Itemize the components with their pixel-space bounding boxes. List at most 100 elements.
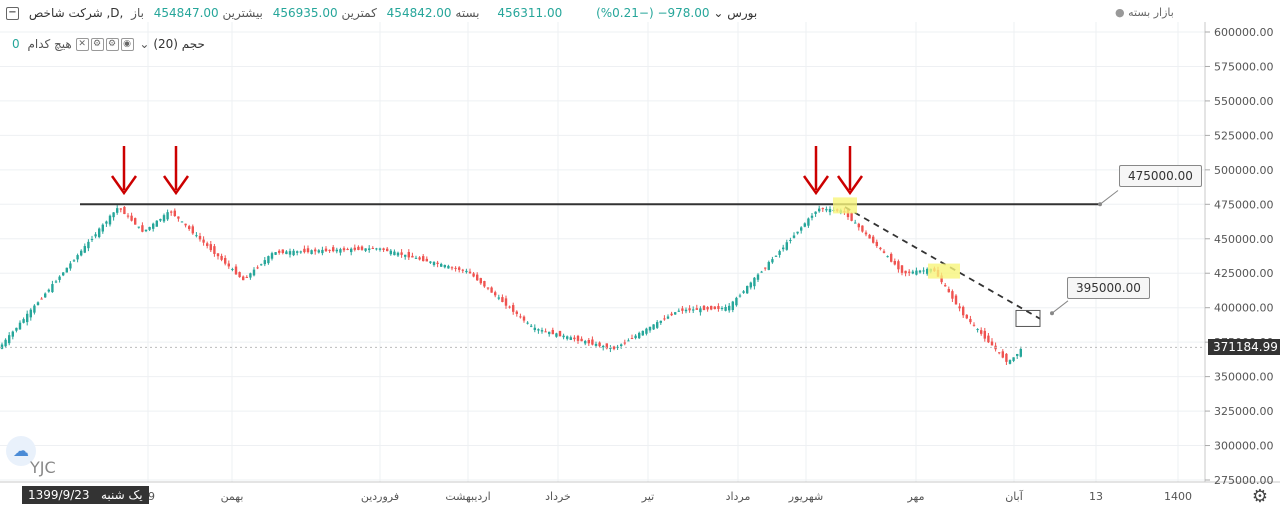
candle <box>468 271 472 274</box>
volume-label[interactable]: حجم (20) <box>153 37 205 51</box>
candle <box>969 318 972 323</box>
candle <box>789 239 792 241</box>
candle <box>180 221 184 223</box>
gear-icon[interactable]: ⚙ <box>105 38 119 51</box>
candle <box>951 291 954 299</box>
time-tick-label: مرداد <box>726 490 751 503</box>
price-axis[interactable]: 600000.00 575000.00 550000.00 525000.00 5000… <box>1205 26 1274 487</box>
day-value: یک شنبه <box>100 488 143 502</box>
candle <box>429 261 432 263</box>
close-value: 456311.00 <box>497 6 563 20</box>
candle <box>990 341 994 346</box>
candle <box>515 311 518 314</box>
candle <box>756 274 760 280</box>
candle <box>159 218 162 221</box>
candle <box>440 263 443 267</box>
candle <box>551 329 554 335</box>
candle <box>940 275 943 283</box>
candle <box>731 301 734 311</box>
settings-icon[interactable]: ⚙ <box>90 38 104 51</box>
candle <box>123 206 126 215</box>
candle <box>22 319 25 323</box>
candle <box>382 248 385 250</box>
candle <box>508 306 511 308</box>
time-tick-label: 1400 <box>1164 490 1192 503</box>
candle <box>760 271 763 273</box>
candle <box>803 223 806 227</box>
candle <box>220 255 223 260</box>
candle <box>634 335 637 339</box>
candle <box>368 248 371 250</box>
low-label: کمترین <box>341 6 377 20</box>
candle <box>119 208 122 210</box>
candle <box>11 331 14 337</box>
candle <box>497 297 500 299</box>
time-tick-label: شهریور <box>788 490 823 503</box>
candle <box>328 249 331 251</box>
candle <box>692 309 695 311</box>
candle <box>573 337 576 340</box>
candle <box>483 281 486 287</box>
candle <box>699 308 702 313</box>
candle <box>620 344 623 347</box>
candle <box>188 226 191 230</box>
candle <box>36 302 40 306</box>
cloud-icon: ☁ <box>6 436 36 466</box>
candle <box>598 342 601 347</box>
candle <box>688 308 691 311</box>
candle <box>612 346 616 350</box>
candle <box>882 251 886 253</box>
candle <box>256 267 259 269</box>
candle <box>677 310 680 312</box>
resistance-label[interactable]: 475000.00 <box>1119 165 1202 187</box>
gear-icon[interactable]: ⚙ <box>1251 486 1268 507</box>
candle <box>173 210 176 216</box>
candle <box>285 251 288 255</box>
candle <box>353 247 356 250</box>
time-axis[interactable]: 99بهمنفروردیناردیبهشتخردادتیرمردادشهریور… <box>141 489 1192 503</box>
price-tick-label: 450000.00 <box>1214 233 1274 246</box>
candle <box>778 251 781 255</box>
candle <box>548 331 551 335</box>
collapse-icon[interactable]: − <box>6 7 19 20</box>
candle <box>605 343 608 349</box>
close-icon[interactable]: ✕ <box>75 38 89 51</box>
candle <box>494 292 497 296</box>
candle <box>821 208 824 210</box>
current-price-badge: 371184.99 <box>1208 339 1280 355</box>
chevron-down-icon[interactable]: ⌄ <box>139 37 150 51</box>
candle <box>724 306 727 311</box>
price-tick-label: 325000.00 <box>1214 405 1274 418</box>
candle <box>998 352 1001 354</box>
candle <box>288 251 292 255</box>
candle <box>825 208 828 211</box>
chevron-down-icon[interactable]: ⌄ <box>713 6 724 20</box>
candle <box>69 263 72 269</box>
candle <box>857 223 860 228</box>
candle <box>872 236 875 243</box>
candle <box>558 330 562 337</box>
candle <box>339 249 342 253</box>
candle <box>479 278 482 284</box>
candle <box>44 293 47 298</box>
candle <box>335 249 338 252</box>
candle <box>101 224 104 232</box>
candle <box>407 252 410 258</box>
candle <box>562 335 565 338</box>
eye-icon[interactable]: ◉ <box>120 38 134 51</box>
candle <box>663 318 666 320</box>
candle <box>1008 360 1012 364</box>
candle <box>764 267 767 269</box>
candle <box>270 253 274 259</box>
candle <box>864 232 868 235</box>
candle <box>252 269 256 276</box>
candle <box>400 252 403 255</box>
candle <box>72 260 76 262</box>
candle <box>418 257 421 260</box>
volume-legend[interactable]: حجم (20) ⌄ ◉⚙⚙✕ هیچ کدام 0 <box>6 37 205 51</box>
symbol-title[interactable]: شرکت شاخص ,D, بورس <box>28 6 758 20</box>
target-label[interactable]: 395000.00 <box>1067 277 1150 299</box>
candle <box>321 249 324 254</box>
candle <box>717 306 720 309</box>
